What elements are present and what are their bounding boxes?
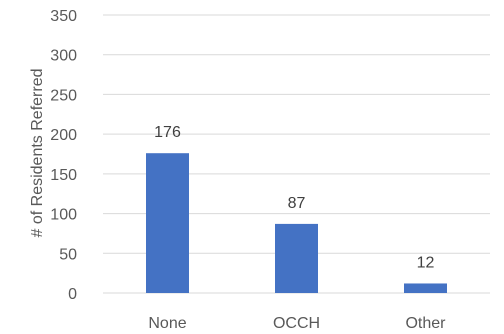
x-category-label: None bbox=[148, 315, 186, 332]
y-tick-label: 250 bbox=[50, 87, 77, 104]
y-tick-label: 100 bbox=[50, 207, 77, 224]
y-axis-title: # of Residents Referred bbox=[29, 69, 46, 238]
x-category-label: OCCH bbox=[273, 315, 320, 332]
y-tick-label: 0 bbox=[68, 286, 77, 303]
data-label-other: 12 bbox=[417, 254, 435, 271]
y-tick-label: 350 bbox=[50, 8, 77, 25]
data-label-none: 176 bbox=[154, 124, 181, 141]
bar-occh bbox=[275, 223, 318, 293]
bars bbox=[146, 153, 447, 293]
bar-none bbox=[146, 153, 189, 293]
y-tick-label: 50 bbox=[59, 246, 77, 263]
y-tick-label: 150 bbox=[50, 167, 77, 184]
x-category-label: Other bbox=[405, 315, 446, 332]
y-tick-label: 200 bbox=[50, 127, 77, 144]
y-axis-ticks: 0 50 100 150 200 250 300 350 bbox=[50, 8, 77, 303]
x-axis-categories: None OCCH Other bbox=[148, 315, 446, 332]
bar-other bbox=[404, 283, 447, 293]
y-tick-label: 300 bbox=[50, 48, 77, 65]
data-labels: 176 87 12 bbox=[154, 124, 434, 271]
data-label-occh: 87 bbox=[288, 195, 306, 212]
